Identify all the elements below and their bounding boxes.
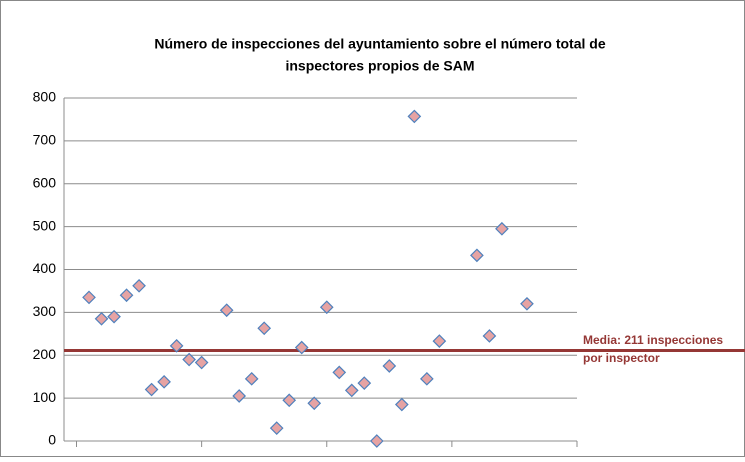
y-tick-label: 500 [33, 217, 57, 233]
data-point [482, 329, 497, 343]
y-tick-label: 400 [33, 260, 57, 276]
data-point [520, 296, 534, 311]
data-point [307, 396, 322, 411]
y-tick-label: 0 [48, 432, 56, 448]
y-tick-label: 800 [33, 89, 57, 105]
data-point [432, 334, 447, 348]
data-point [82, 290, 96, 305]
data-point [94, 311, 109, 326]
data-point [119, 288, 134, 303]
data-point [282, 393, 297, 408]
mean-label: por inspector [583, 351, 660, 365]
data-point [219, 303, 234, 318]
data-point [294, 340, 309, 355]
y-tick-label: 100 [33, 389, 57, 405]
data-point [357, 376, 372, 390]
data-point [420, 371, 434, 386]
data-point [332, 365, 347, 380]
data-point [470, 248, 484, 263]
data-point [169, 338, 184, 353]
data-point [269, 421, 284, 435]
data-point [344, 383, 359, 398]
chart-title: inspectores propios de SAM [285, 58, 474, 74]
data-point [382, 359, 397, 373]
data-point [232, 389, 247, 403]
data-point [182, 352, 196, 367]
data-point [107, 309, 121, 324]
data-point [407, 109, 422, 124]
mean-label: Media: 211 inspecciones [583, 333, 723, 347]
data-point [157, 374, 171, 389]
y-tick-label: 700 [33, 132, 57, 148]
y-tick-label: 200 [33, 346, 57, 362]
data-point [495, 221, 509, 236]
chart-title: Número de inspecciones del ayuntamiento … [154, 36, 605, 52]
data-point [319, 300, 334, 315]
y-tick-label: 300 [33, 303, 57, 319]
data-point [394, 397, 409, 412]
data-point [369, 434, 384, 448]
data-point [244, 371, 259, 386]
data-point [194, 355, 209, 370]
data-point [257, 321, 272, 336]
data-point [144, 382, 159, 397]
y-tick-label: 600 [33, 174, 57, 190]
data-point [132, 278, 146, 293]
